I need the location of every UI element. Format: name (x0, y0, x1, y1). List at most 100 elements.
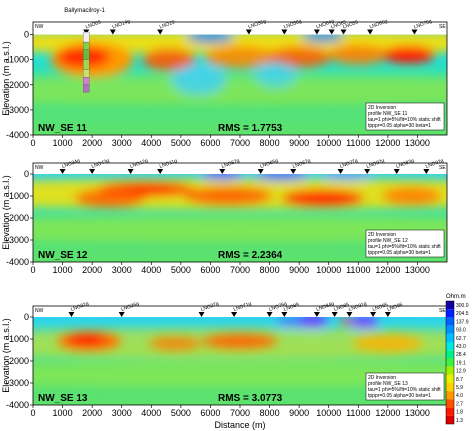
x-axis-ticks: 0 1000 2000 3000 4000 5000 6000 7000 8000 9000 100… (30, 135, 430, 148)
x-axis-ticks: 0 1000 2000 3000 4000 5000 6000 7000 8000 9000 100… (30, 262, 430, 275)
station-marker (231, 312, 238, 317)
station-marker (68, 312, 75, 317)
colorbar-cell (446, 309, 454, 318)
annotation-line: tau=1 phi=5%/fit=10% static shift (368, 244, 441, 250)
annotation-line: tau=1 phi=5%/fit=10% static shift (368, 117, 441, 123)
annotation-line: 2D Inversion (368, 375, 396, 381)
station-marker (257, 169, 264, 174)
resistivity-zone (302, 34, 344, 43)
y-tick-label: -1000 (6, 334, 29, 344)
air-strip (33, 306, 447, 317)
station-label: LNO63 (330, 19, 347, 30)
well-layer (83, 49, 90, 60)
x-tick-label: 13000 (405, 265, 430, 275)
colorbar-label: 62.7 (456, 336, 466, 342)
se-tag: SE (439, 308, 446, 314)
resistivity-zone (204, 45, 276, 69)
station-marker (370, 312, 377, 317)
colorbar-cell (446, 301, 454, 310)
x-tick-label: 10000 (316, 265, 341, 275)
colorbar-label: 12.9 (456, 369, 466, 375)
x-tick-label: 2000 (82, 408, 102, 418)
annotation-box (365, 102, 445, 131)
y-tick-label: -3000 (6, 105, 29, 115)
station-marker (281, 29, 288, 35)
resistivity-zone (148, 335, 202, 352)
resistivity-zone (281, 189, 365, 207)
x-tick-label: 0 (30, 265, 35, 275)
annotation-line: profile NW_SE 12 (368, 238, 408, 244)
annotation-line: profile NW_SE 11 (368, 111, 408, 117)
x-tick-label: 3000 (112, 408, 132, 418)
colorbar-label: 2.7 (456, 401, 463, 407)
x-axis-label: Distance (m) (214, 420, 265, 430)
station-marker (290, 169, 297, 174)
station-label: LNO89 (283, 302, 300, 313)
well-label: Ballymacilroy-1 (64, 8, 105, 14)
station-marker (364, 169, 371, 174)
colorbar-cell (446, 415, 454, 424)
station-marker (281, 312, 288, 317)
colorbar-cell (446, 317, 454, 326)
x-tick-label: 1000 (53, 408, 73, 418)
x-tick-label: 11000 (346, 138, 370, 148)
x-tick-label: 11000 (346, 408, 370, 418)
well-layer (83, 69, 90, 78)
colorbar-label: 93.0 (456, 328, 466, 334)
station-marker (337, 169, 344, 174)
resistivity-zone (33, 361, 447, 388)
se-tag: SE (439, 24, 446, 30)
y-tick-label: -3000 (6, 378, 29, 388)
x-tick-label: 8000 (260, 138, 280, 148)
annotation-box (365, 372, 445, 401)
rms-label: RMS = 3.0773 (218, 393, 283, 404)
station-marker (59, 169, 66, 174)
station-marker (411, 29, 418, 35)
station-marker (127, 169, 134, 174)
profile-label: NW_SE 11 (38, 123, 87, 134)
resistivity-zone (328, 44, 388, 65)
y-tick-label: -2000 (6, 80, 29, 90)
y-tick-label: -4000 (6, 257, 29, 267)
station-marker (340, 29, 347, 35)
station-marker (423, 169, 430, 174)
resistivity-zone (275, 317, 306, 326)
nw-tag: NW (35, 308, 44, 314)
panel-nw-se-12: LNO34g LNO43g LNO12g LNO11g LNO67g LNO65g LNO6… (6, 158, 448, 275)
well-layer (83, 41, 90, 50)
y-tick-label: -3000 (6, 235, 29, 245)
panel-nw-se-11: LNO09 LNO14g LNO29 LNO56g LNO58g LNO64gLNO63L… (6, 8, 448, 148)
station-marker (313, 29, 320, 35)
x-tick-label: 9000 (289, 138, 309, 148)
rms-label: RMS = 1.7753 (218, 123, 283, 134)
resistivity-zone (349, 317, 379, 328)
station-label: LNO11g (159, 158, 178, 170)
station-marker (157, 29, 164, 35)
colorbar-cell (446, 325, 454, 334)
x-tick-label: 5000 (171, 408, 191, 418)
annotation-line: tpppr=0.05 alpha=30 beta=1 (368, 123, 431, 129)
y-axis-label: Elevation (m a.s.l.) (1, 318, 11, 393)
well-layer (83, 77, 90, 85)
y-tick-label: -1000 (6, 191, 29, 201)
colorbar: Ohm.m 300.0 204.5 137.9 93.0 62.7 43.0 28.4 19.… (445, 294, 469, 425)
x-tick-label: 5000 (171, 138, 191, 148)
y-tick-label: -4000 (6, 130, 29, 140)
colorbar-unit: Ohm.m (446, 294, 466, 300)
station-label: LNO09 (85, 19, 102, 30)
colorbar-label: 4.0 (456, 393, 463, 399)
colorbar-cell (446, 407, 454, 416)
station-marker (384, 312, 391, 317)
resistivity-section (33, 317, 447, 388)
colorbar-label: 19.1 (456, 360, 466, 366)
station-label: LNO29 (159, 19, 176, 30)
resistivity-zone (142, 48, 196, 71)
x-tick-label: 2000 (82, 138, 102, 148)
profile-label: NW_SE 12 (38, 250, 88, 261)
x-tick-label: 12000 (375, 265, 400, 275)
resistivity-section (33, 174, 447, 243)
